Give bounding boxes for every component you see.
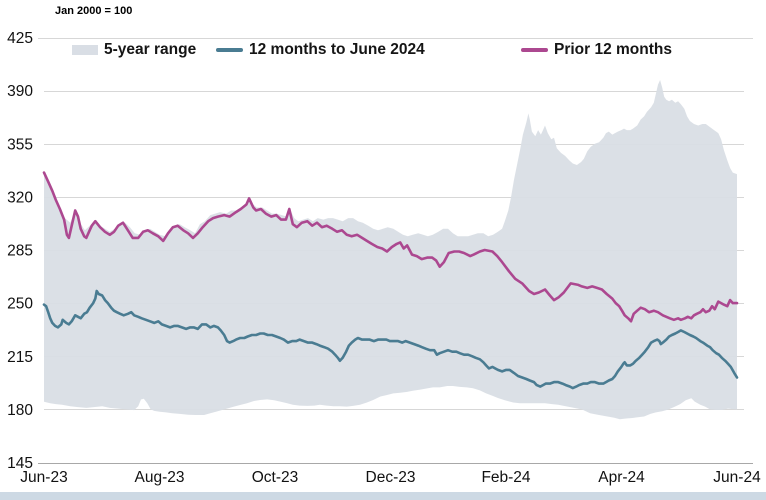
- x-tick-label-Dec-23: Dec-23: [366, 469, 416, 486]
- window-bottom-strip: [0, 492, 766, 500]
- y-tick-label-215: 215: [7, 349, 33, 366]
- y-tick-label-320: 320: [7, 189, 33, 206]
- y-tick-label-250: 250: [7, 296, 33, 313]
- y-tick-label-425: 425: [7, 30, 33, 47]
- x-tick-label-Feb-24: Feb-24: [481, 469, 530, 486]
- series-prior-12-months-line: [42, 171, 739, 323]
- y-tick-label-355: 355: [7, 136, 33, 153]
- y-tick-label-180: 180: [7, 402, 33, 419]
- chart-note: Jan 2000 = 100: [55, 5, 133, 17]
- series-12-months-to-june-2024-line: [42, 289, 739, 390]
- y-tick-label-145: 145: [7, 455, 33, 472]
- x-tick-label-Oct-23: Oct-23: [252, 469, 299, 486]
- x-tick-label-Jun-24: Jun-24: [713, 469, 761, 486]
- x-tick-label-Aug-23: Aug-23: [135, 469, 185, 486]
- x-tick-label-Apr-24: Apr-24: [598, 469, 645, 486]
- x-tick-label-Jun-23: Jun-23: [20, 469, 67, 486]
- y-tick-label-390: 390: [7, 83, 33, 100]
- y-tick-label-285: 285: [7, 243, 33, 260]
